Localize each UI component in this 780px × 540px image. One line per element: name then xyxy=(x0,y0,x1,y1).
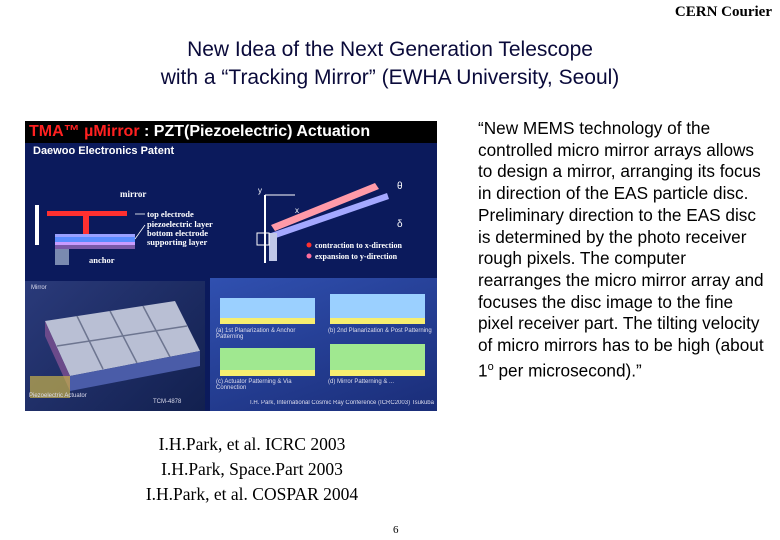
piezo-layer xyxy=(55,237,135,242)
panel-label-piezo: Piezoelectric Actuator xyxy=(29,393,87,399)
step-c-base xyxy=(220,370,315,376)
tilted-anchor xyxy=(269,233,277,261)
label-expansion: expansion to y-direction xyxy=(315,252,398,261)
grid-line xyxy=(142,305,171,358)
tilted-mirror xyxy=(271,183,379,231)
step-a-base xyxy=(220,318,315,324)
grid-line xyxy=(76,315,104,370)
page-number: 6 xyxy=(393,524,399,536)
label-bottom-electrode: bottom electrode xyxy=(147,228,208,238)
label-mirror: mirror xyxy=(120,189,146,199)
quote-end: per microsecond).” xyxy=(493,360,642,381)
title-line-1: New Idea of the Next Generation Telescop… xyxy=(187,38,593,61)
axis-y: y xyxy=(258,186,262,195)
quote-body: “New MEMS technology of the controlled m… xyxy=(478,118,764,381)
theta-label: θ xyxy=(397,181,403,192)
diagram-bg xyxy=(25,163,437,278)
label-piezo: piezoelectric layer xyxy=(147,219,213,229)
figure-subheading: Daewoo Electronics Patent xyxy=(33,145,175,157)
quote-text: “New MEMS technology of the controlled m… xyxy=(478,118,770,382)
fabrication-svg xyxy=(220,294,425,376)
reference-item: I.H.Park, et al. ICRC 2003 xyxy=(158,434,346,454)
leader-piezo xyxy=(134,224,146,240)
tilted-actuator xyxy=(271,193,389,239)
panel-label-tma: TCM-4878 xyxy=(153,399,182,405)
anchor-block xyxy=(55,249,69,265)
figure-heading: TMA™ µMirror : PZT(Piezoelectric) Actuat… xyxy=(25,121,437,143)
left-bracket xyxy=(35,205,39,245)
bottom-electrode-layer xyxy=(55,242,135,245)
panel-label-mirror: Mirror xyxy=(31,285,47,291)
voltage-source xyxy=(256,232,270,246)
degree-superscript: o xyxy=(487,360,494,373)
array-front xyxy=(70,351,200,391)
step-d-base xyxy=(330,370,425,376)
array-side xyxy=(45,321,70,391)
piezo-block xyxy=(30,376,70,398)
supporting-layer xyxy=(55,245,135,249)
contraction-dot xyxy=(306,242,312,248)
header-mark: CERN Courier xyxy=(674,4,772,20)
label-top-electrode: top electrode xyxy=(147,209,194,219)
mirror-array-svg xyxy=(30,301,200,398)
expansion-dot xyxy=(306,253,312,259)
top-electrode-layer xyxy=(55,234,135,237)
step-b-layers xyxy=(330,294,425,318)
label-supporting: supporting layer xyxy=(147,237,207,247)
step-c-label: (c) Actuator Patterning & Via Connection xyxy=(216,379,292,391)
fabrication-steps: (a) 1st Planarization & Anchor Patternin… xyxy=(210,278,437,411)
mirror-post xyxy=(83,216,89,234)
actuator-diagram: mirror top electrode piezoelectric layer… xyxy=(25,163,437,278)
label-anchor: anchor xyxy=(89,255,115,265)
step-b-label: (b) 2nd Planarization & Post Patterning xyxy=(328,328,432,334)
reference-item: I.H.Park, et al. COSPAR 2004 xyxy=(145,484,359,504)
page-title: New Idea of the Next Generation Telescop… xyxy=(0,36,780,92)
tma-micromirror-figure: TMA™ µMirror : PZT(Piezoelectric) Actuat… xyxy=(25,121,437,411)
delta-label: δ xyxy=(397,219,403,230)
reference-item: I.H.Park, Space.Part 2003 xyxy=(161,459,343,479)
array-surface xyxy=(45,301,200,376)
axis-x: x xyxy=(295,206,299,215)
mirror-plate xyxy=(47,211,127,216)
step-d-label: (d) Mirror Patterning & ... xyxy=(328,379,395,385)
grid-line xyxy=(56,325,188,347)
step-a-label: (a) 1st Planarization & Anchor Patternin… xyxy=(216,328,296,340)
figure-heading-left: TMA™ µMirror xyxy=(29,123,140,140)
figure-citation: I.H. Park, International Cosmic Ray Conf… xyxy=(250,400,435,406)
references: I.H.Park, et al. ICRC 2003 I.H.Park, Spa… xyxy=(118,432,386,507)
step-d-layers xyxy=(330,344,425,370)
grid-line xyxy=(109,310,138,364)
mirror-array-render: Mirror Piezoelectric Actuator TCM-4878 xyxy=(25,281,205,411)
step-c-layers xyxy=(220,348,315,370)
step-b-base xyxy=(330,318,425,324)
step-a-layers xyxy=(220,298,315,318)
figure-heading-right: : PZT(Piezoelectric) Actuation xyxy=(139,123,371,140)
label-contraction: contraction to x-direction xyxy=(315,241,402,250)
title-line-2: with a “Tracking Mirror” (EWHA Universit… xyxy=(160,66,620,89)
